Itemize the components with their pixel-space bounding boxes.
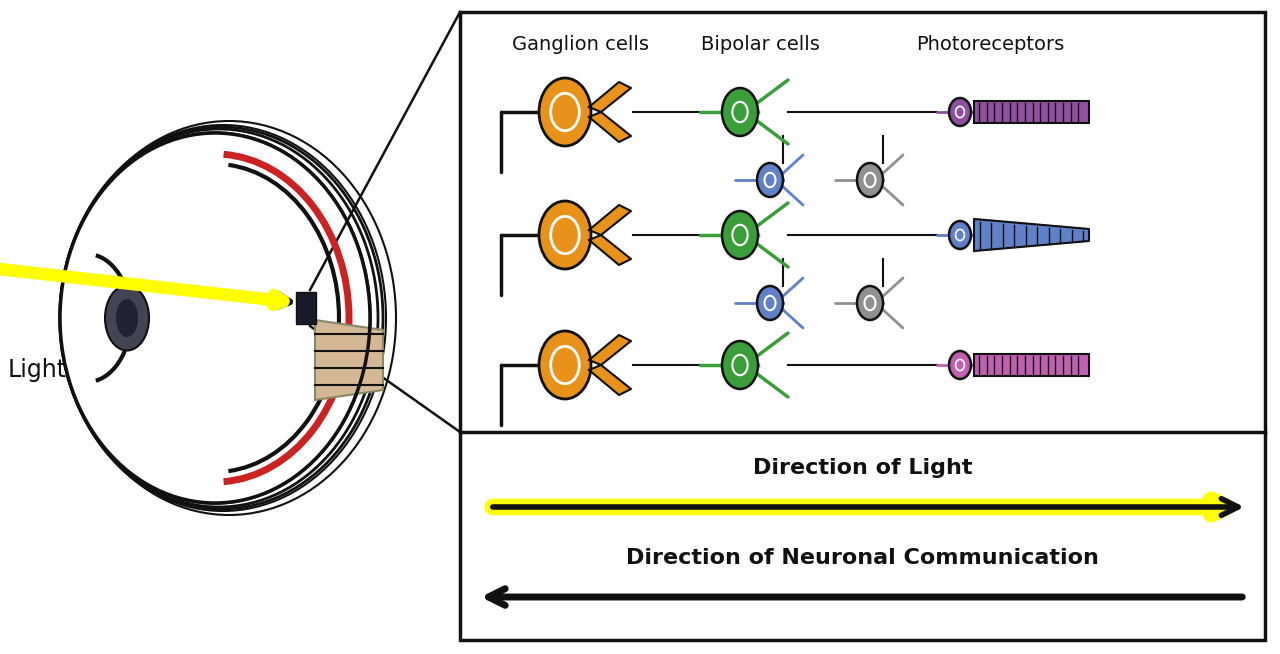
Polygon shape: [315, 320, 383, 400]
Ellipse shape: [722, 341, 758, 389]
Ellipse shape: [948, 221, 972, 249]
Text: Direction of Neuronal Communication: Direction of Neuronal Communication: [626, 548, 1100, 568]
Bar: [974, 354, 1089, 376]
Text: Photoreceptors: Photoreceptors: [916, 35, 1064, 54]
Ellipse shape: [948, 351, 972, 379]
Polygon shape: [589, 335, 631, 365]
Text: Ganglion cells: Ganglion cells: [512, 35, 649, 54]
Ellipse shape: [539, 78, 591, 146]
Text: Direction of Light: Direction of Light: [753, 458, 973, 478]
Polygon shape: [589, 112, 631, 142]
Ellipse shape: [858, 163, 883, 197]
Polygon shape: [589, 235, 631, 265]
Ellipse shape: [539, 331, 591, 399]
Text: Light: Light: [8, 358, 67, 382]
Ellipse shape: [539, 201, 591, 269]
Polygon shape: [589, 82, 631, 112]
Polygon shape: [589, 205, 631, 235]
Bar: [296, 292, 316, 324]
Text: Bipolar cells: Bipolar cells: [700, 35, 819, 54]
Ellipse shape: [756, 163, 783, 197]
Bar: [974, 101, 1089, 123]
Polygon shape: [589, 365, 631, 395]
Ellipse shape: [948, 98, 972, 126]
Ellipse shape: [756, 286, 783, 320]
Ellipse shape: [858, 286, 883, 320]
Ellipse shape: [722, 211, 758, 259]
Ellipse shape: [116, 299, 138, 337]
Ellipse shape: [722, 88, 758, 136]
Ellipse shape: [60, 133, 370, 503]
Ellipse shape: [105, 286, 148, 351]
Ellipse shape: [60, 133, 370, 503]
Polygon shape: [974, 219, 1089, 251]
Bar: [460, 12, 1265, 640]
